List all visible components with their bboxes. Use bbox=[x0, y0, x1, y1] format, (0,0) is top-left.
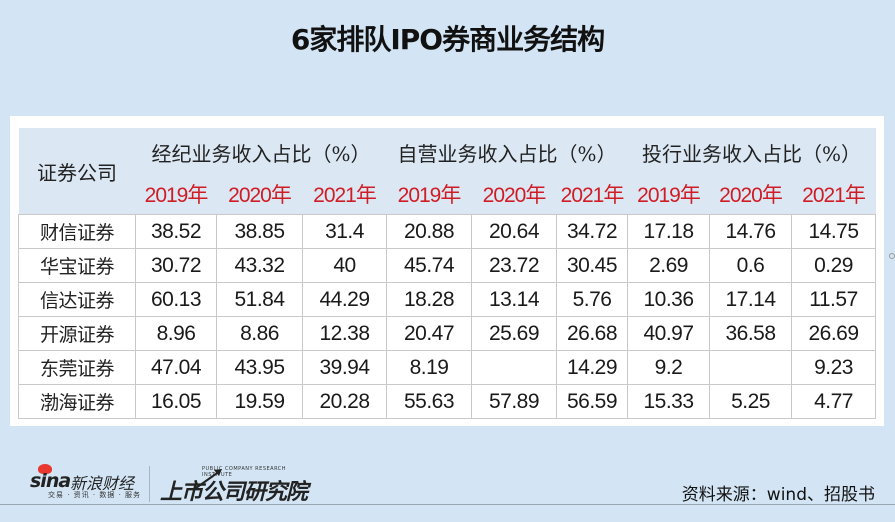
table-cell: 10.36 bbox=[627, 282, 710, 317]
table-cell: 9.2 bbox=[627, 350, 710, 385]
table-cell: 15.33 bbox=[627, 384, 710, 419]
table-cell: 19.59 bbox=[216, 384, 303, 419]
page-title: 6家排队IPO券商业务结构 bbox=[290, 23, 605, 56]
year-header: 2019年 bbox=[135, 174, 217, 215]
table-cell: 40 bbox=[302, 248, 387, 283]
sina-wordmark: sina bbox=[30, 470, 71, 492]
table-cell: 20.64 bbox=[471, 214, 557, 249]
sina-finance-name: 新浪财经 bbox=[70, 474, 135, 493]
table-cell: 30.72 bbox=[135, 248, 217, 283]
side-marker-icon bbox=[889, 253, 895, 259]
table-cell: 20.28 bbox=[302, 384, 387, 419]
table-cell: 45.74 bbox=[386, 248, 472, 283]
table-cell: 8.19 bbox=[386, 350, 472, 385]
table-cell bbox=[709, 350, 792, 385]
table-cell: 44.29 bbox=[302, 282, 387, 317]
table-row: 财信证券 38.52 38.85 31.4 20.88 20.64 34.72 … bbox=[18, 214, 876, 249]
table-cell: 5.76 bbox=[556, 282, 628, 317]
proprietary-group-header: 自营业务收入占比（%） bbox=[386, 128, 628, 174]
year-header: 2020年 bbox=[709, 174, 792, 215]
year-header: 2020年 bbox=[471, 174, 557, 215]
institute-english-name: PUBLIC COMPANY RESEARCH INSTITUTE bbox=[202, 466, 287, 478]
table-cell: 11.57 bbox=[791, 282, 876, 317]
footer-divider bbox=[0, 504, 895, 505]
table-cell: 23.72 bbox=[471, 248, 557, 283]
sina-eye-icon bbox=[38, 464, 52, 474]
table-cell: 55.63 bbox=[386, 384, 472, 419]
table-cell: 47.04 bbox=[135, 350, 217, 385]
company-name: 华宝证券 bbox=[18, 248, 136, 283]
table-cell: 2.69 bbox=[627, 248, 710, 283]
company-name: 财信证券 bbox=[18, 214, 136, 249]
table-cell: 51.84 bbox=[216, 282, 303, 317]
company-column-header: 证券公司 bbox=[18, 128, 136, 215]
sina-tagline: 交易 · 资讯 · 数据 · 服务 bbox=[48, 491, 142, 499]
table-cell: 26.68 bbox=[556, 316, 628, 351]
table-cell: 20.88 bbox=[386, 214, 472, 249]
company-name: 开源证券 bbox=[18, 316, 136, 351]
investment-banking-group-header: 投行业务收入占比（%） bbox=[627, 128, 876, 174]
table-cell: 31.4 bbox=[302, 214, 387, 249]
institute-chinese-name: 上市公司研究院 bbox=[160, 480, 308, 505]
year-header: 2021年 bbox=[556, 174, 628, 215]
table-cell: 8.96 bbox=[135, 316, 217, 351]
table-cell: 0.6 bbox=[709, 248, 792, 283]
table-cell: 39.94 bbox=[302, 350, 387, 385]
table-cell: 0.29 bbox=[791, 248, 876, 283]
company-name: 东莞证券 bbox=[18, 350, 136, 385]
table-cell: 9.23 bbox=[791, 350, 876, 385]
table-cell: 13.14 bbox=[471, 282, 557, 317]
table-cell bbox=[471, 350, 557, 385]
sina-finance-logo: sina 新浪财经 交易 · 资讯 · 数据 · 服务 bbox=[30, 464, 145, 500]
table-cell: 14.75 bbox=[791, 214, 876, 249]
logo-divider bbox=[149, 466, 150, 502]
research-institute-logo: PUBLIC COMPANY RESEARCH INSTITUTE 上市公司研究… bbox=[158, 464, 318, 505]
table-cell: 34.72 bbox=[556, 214, 628, 249]
table-cell: 60.13 bbox=[135, 282, 217, 317]
table-cell: 25.69 bbox=[471, 316, 557, 351]
table-cell: 17.14 bbox=[709, 282, 792, 317]
table-cell: 38.52 bbox=[135, 214, 217, 249]
table-row: 华宝证券 30.72 43.32 40 45.74 23.72 30.45 2.… bbox=[18, 248, 876, 283]
table-cell: 18.28 bbox=[386, 282, 472, 317]
table-cell: 26.69 bbox=[791, 316, 876, 351]
table-cell: 4.77 bbox=[791, 384, 876, 419]
year-header: 2019年 bbox=[386, 174, 472, 215]
table-cell: 5.25 bbox=[709, 384, 792, 419]
year-header: 2020年 bbox=[216, 174, 303, 215]
year-header: 2021年 bbox=[302, 174, 387, 215]
table-cell: 43.32 bbox=[216, 248, 303, 283]
table-cell: 16.05 bbox=[135, 384, 217, 419]
company-name: 信达证券 bbox=[18, 282, 136, 317]
table-cell: 14.76 bbox=[709, 214, 792, 249]
table-row: 信达证券 60.13 51.84 44.29 18.28 13.14 5.76 … bbox=[18, 282, 876, 317]
table-row: 开源证券 8.96 8.86 12.38 20.47 25.69 26.68 4… bbox=[18, 316, 876, 351]
company-name: 渤海证券 bbox=[18, 384, 136, 419]
table-cell: 56.59 bbox=[556, 384, 628, 419]
business-structure-table: 证券公司 经纪业务收入占比（%） 自营业务收入占比（%） 投行业务收入占比（%）… bbox=[18, 128, 876, 419]
table-cell: 8.86 bbox=[216, 316, 303, 351]
year-header: 2021年 bbox=[791, 174, 876, 215]
table-cell: 57.89 bbox=[471, 384, 557, 419]
brokerage-group-header: 经纪业务收入占比（%） bbox=[135, 128, 387, 174]
table-cell: 12.38 bbox=[302, 316, 387, 351]
table-cell: 20.47 bbox=[386, 316, 472, 351]
table-cell: 14.29 bbox=[556, 350, 628, 385]
table-cell: 43.95 bbox=[216, 350, 303, 385]
data-source-note: 资料来源：wind、招股书 bbox=[681, 485, 875, 505]
table-cell: 40.97 bbox=[627, 316, 710, 351]
table-cell: 36.58 bbox=[709, 316, 792, 351]
table-row: 渤海证券 16.05 19.59 20.28 55.63 57.89 56.59… bbox=[18, 384, 876, 419]
table-cell: 17.18 bbox=[627, 214, 710, 249]
table-cell: 30.45 bbox=[556, 248, 628, 283]
rising-arrow-icon bbox=[195, 469, 222, 489]
year-header: 2019年 bbox=[627, 174, 710, 215]
table-row: 东莞证券 47.04 43.95 39.94 8.19 14.29 9.2 9.… bbox=[18, 350, 876, 385]
table-cell: 38.85 bbox=[216, 214, 303, 249]
